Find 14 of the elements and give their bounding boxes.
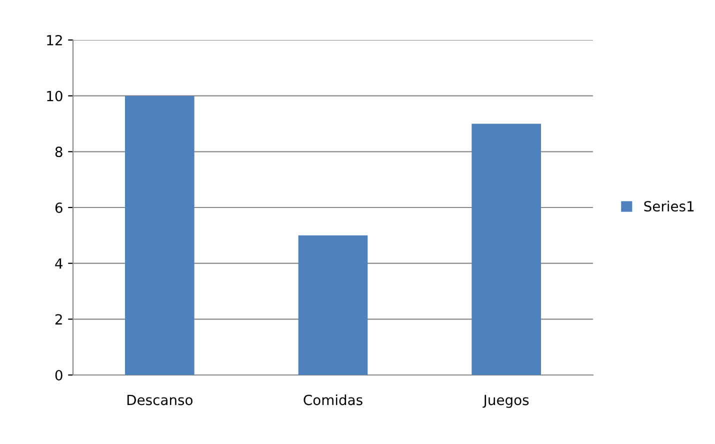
y-tick-label: 12 xyxy=(47,34,62,46)
y-tick-label: 8 xyxy=(55,146,62,158)
bar xyxy=(125,96,194,375)
bar xyxy=(298,235,368,375)
x-tick-label: Juegos xyxy=(482,394,529,408)
y-tick-label: 6 xyxy=(55,202,62,213)
x-tick-label: Comidas xyxy=(304,394,362,406)
y-tick-label: 2 xyxy=(55,314,62,324)
bar xyxy=(472,124,541,375)
y-tick-label: 10 xyxy=(47,90,62,102)
legend-label: Series1 xyxy=(644,200,694,212)
y-tick-label: 4 xyxy=(55,258,62,269)
x-tick-label: Descanso xyxy=(127,394,192,406)
y-tick-label: 0 xyxy=(55,370,62,380)
